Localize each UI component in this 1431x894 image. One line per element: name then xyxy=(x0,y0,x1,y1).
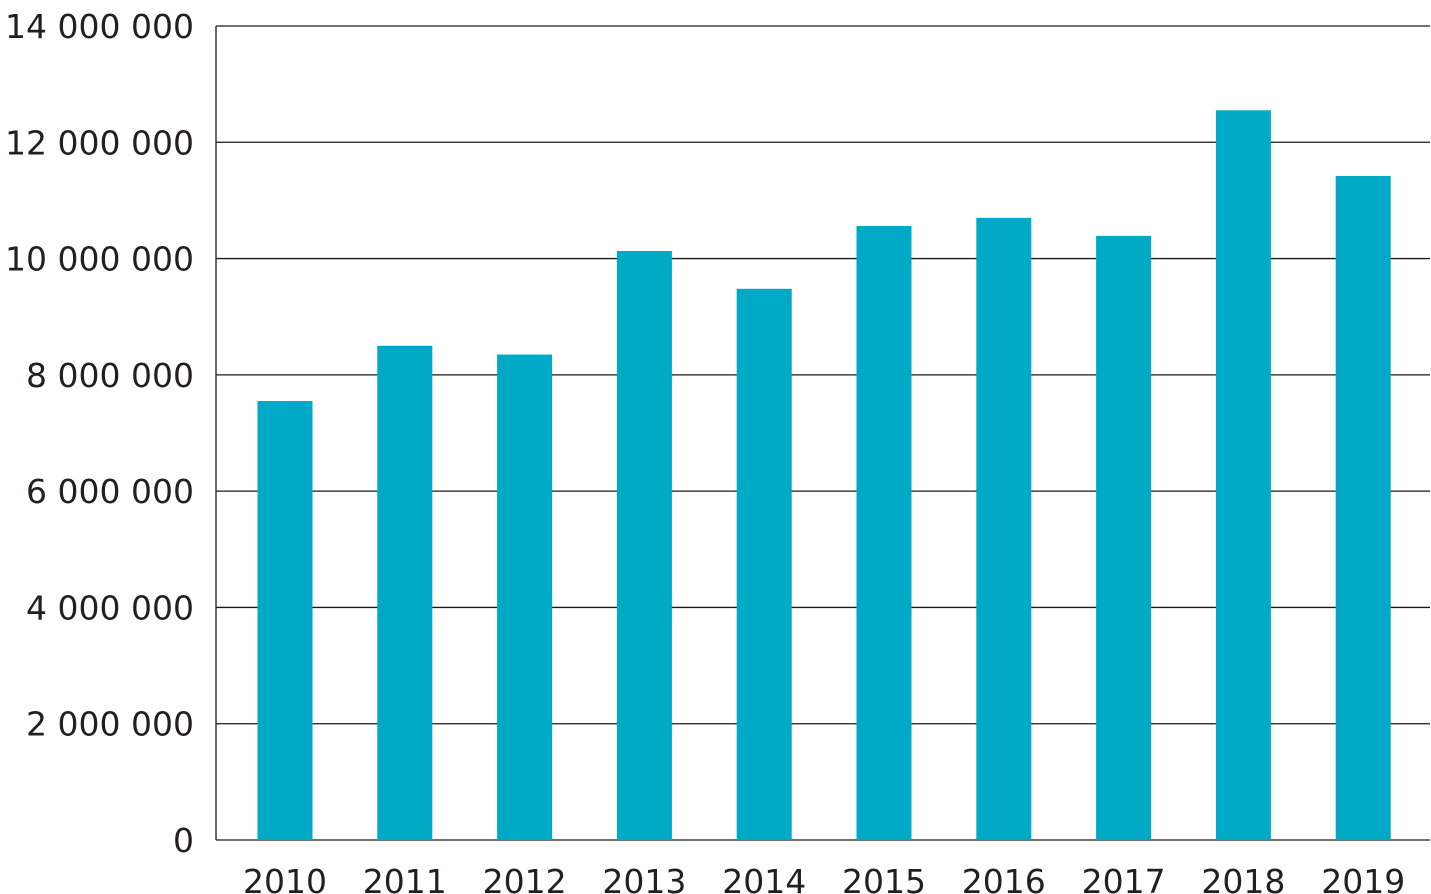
x-tick-label: 2016 xyxy=(962,862,1046,894)
y-tick-label: 4 000 000 xyxy=(26,588,194,627)
x-tick-label: 2013 xyxy=(602,862,686,894)
y-tick-label: 8 000 000 xyxy=(26,356,194,395)
bar-2013 xyxy=(616,251,672,840)
x-tick-label: 2019 xyxy=(1321,862,1405,894)
bar-2015 xyxy=(856,226,912,841)
x-tick-label: 2017 xyxy=(1082,862,1166,894)
y-tick-label: 2 000 000 xyxy=(26,705,194,744)
x-tick-labels: 2010 2011 2012 2013 2014 2015 2016 2017 2018 2019 xyxy=(243,862,1405,894)
bar-2019 xyxy=(1335,176,1391,841)
y-tick-label: 10 000 000 xyxy=(5,240,194,279)
bar-2018 xyxy=(1215,110,1271,841)
bars xyxy=(257,110,1391,841)
bar-2011 xyxy=(377,345,433,840)
bar-2012 xyxy=(497,354,553,840)
bar-2017 xyxy=(1096,235,1152,840)
y-tick-label: 6 000 000 xyxy=(26,472,194,511)
x-tick-label: 2011 xyxy=(363,862,447,894)
y-tick-label: 14 000 000 xyxy=(5,7,194,46)
y-tick-label: 12 000 000 xyxy=(5,123,194,162)
bar-2014 xyxy=(736,288,792,840)
x-tick-label: 2010 xyxy=(243,862,327,894)
bar-2016 xyxy=(976,217,1032,840)
bar-2010 xyxy=(257,401,313,840)
y-tick-label: 0 xyxy=(173,821,194,860)
y-tick-labels: 0 2 000 000 4 000 000 6 000 000 8 000 000 10 … xyxy=(5,7,194,860)
x-tick-label: 2014 xyxy=(722,862,806,894)
x-tick-label: 2015 xyxy=(842,862,926,894)
x-tick-label: 2012 xyxy=(483,862,567,894)
x-tick-label: 2018 xyxy=(1201,862,1285,894)
